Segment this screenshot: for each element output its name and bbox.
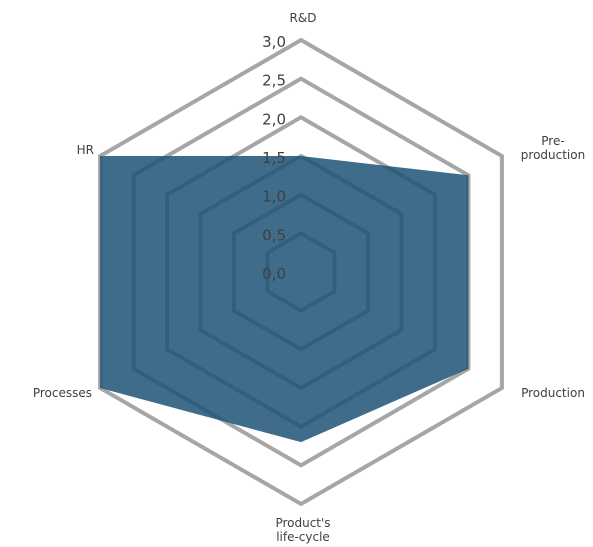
axis-label-line: HR: [77, 143, 94, 157]
axis-label-lifecycle: Product's life-cycle: [275, 516, 330, 544]
axis-label-line: R&D: [290, 11, 317, 25]
series-area-0: [100, 156, 469, 443]
radar-series: [100, 155, 469, 443]
tick-label: 1,5: [262, 149, 286, 167]
tick-label: 2,5: [262, 72, 286, 90]
axis-label-line: Pre-: [541, 134, 564, 148]
tick-label: 3,0: [262, 33, 286, 51]
tick-label: 0,5: [262, 226, 286, 244]
axis-label-production: Production: [521, 386, 585, 400]
tick-label: 1,0: [262, 188, 286, 206]
axis-label-line: life-cycle: [276, 530, 330, 544]
axis-label-line: Production: [521, 386, 585, 400]
axis-labels: R&D Pre-production Production Product's life…: [33, 11, 585, 544]
axis-label-line: Product's: [275, 516, 330, 530]
axis-label-processes: Processes: [33, 386, 92, 400]
tick-label: 2,0: [262, 110, 286, 128]
axis-label-rnd: R&D: [290, 11, 317, 25]
axis-label-preprod: Pre-production: [521, 134, 585, 162]
axis-label-line: production: [521, 148, 585, 162]
axis-label-line: Processes: [33, 386, 92, 400]
tick-label: 0,0: [262, 265, 286, 283]
radial-tick-labels: 0,0 0,5 1,0 1,5 2,0 2,5 3,0: [262, 33, 286, 283]
axis-label-hr: HR: [77, 143, 94, 157]
